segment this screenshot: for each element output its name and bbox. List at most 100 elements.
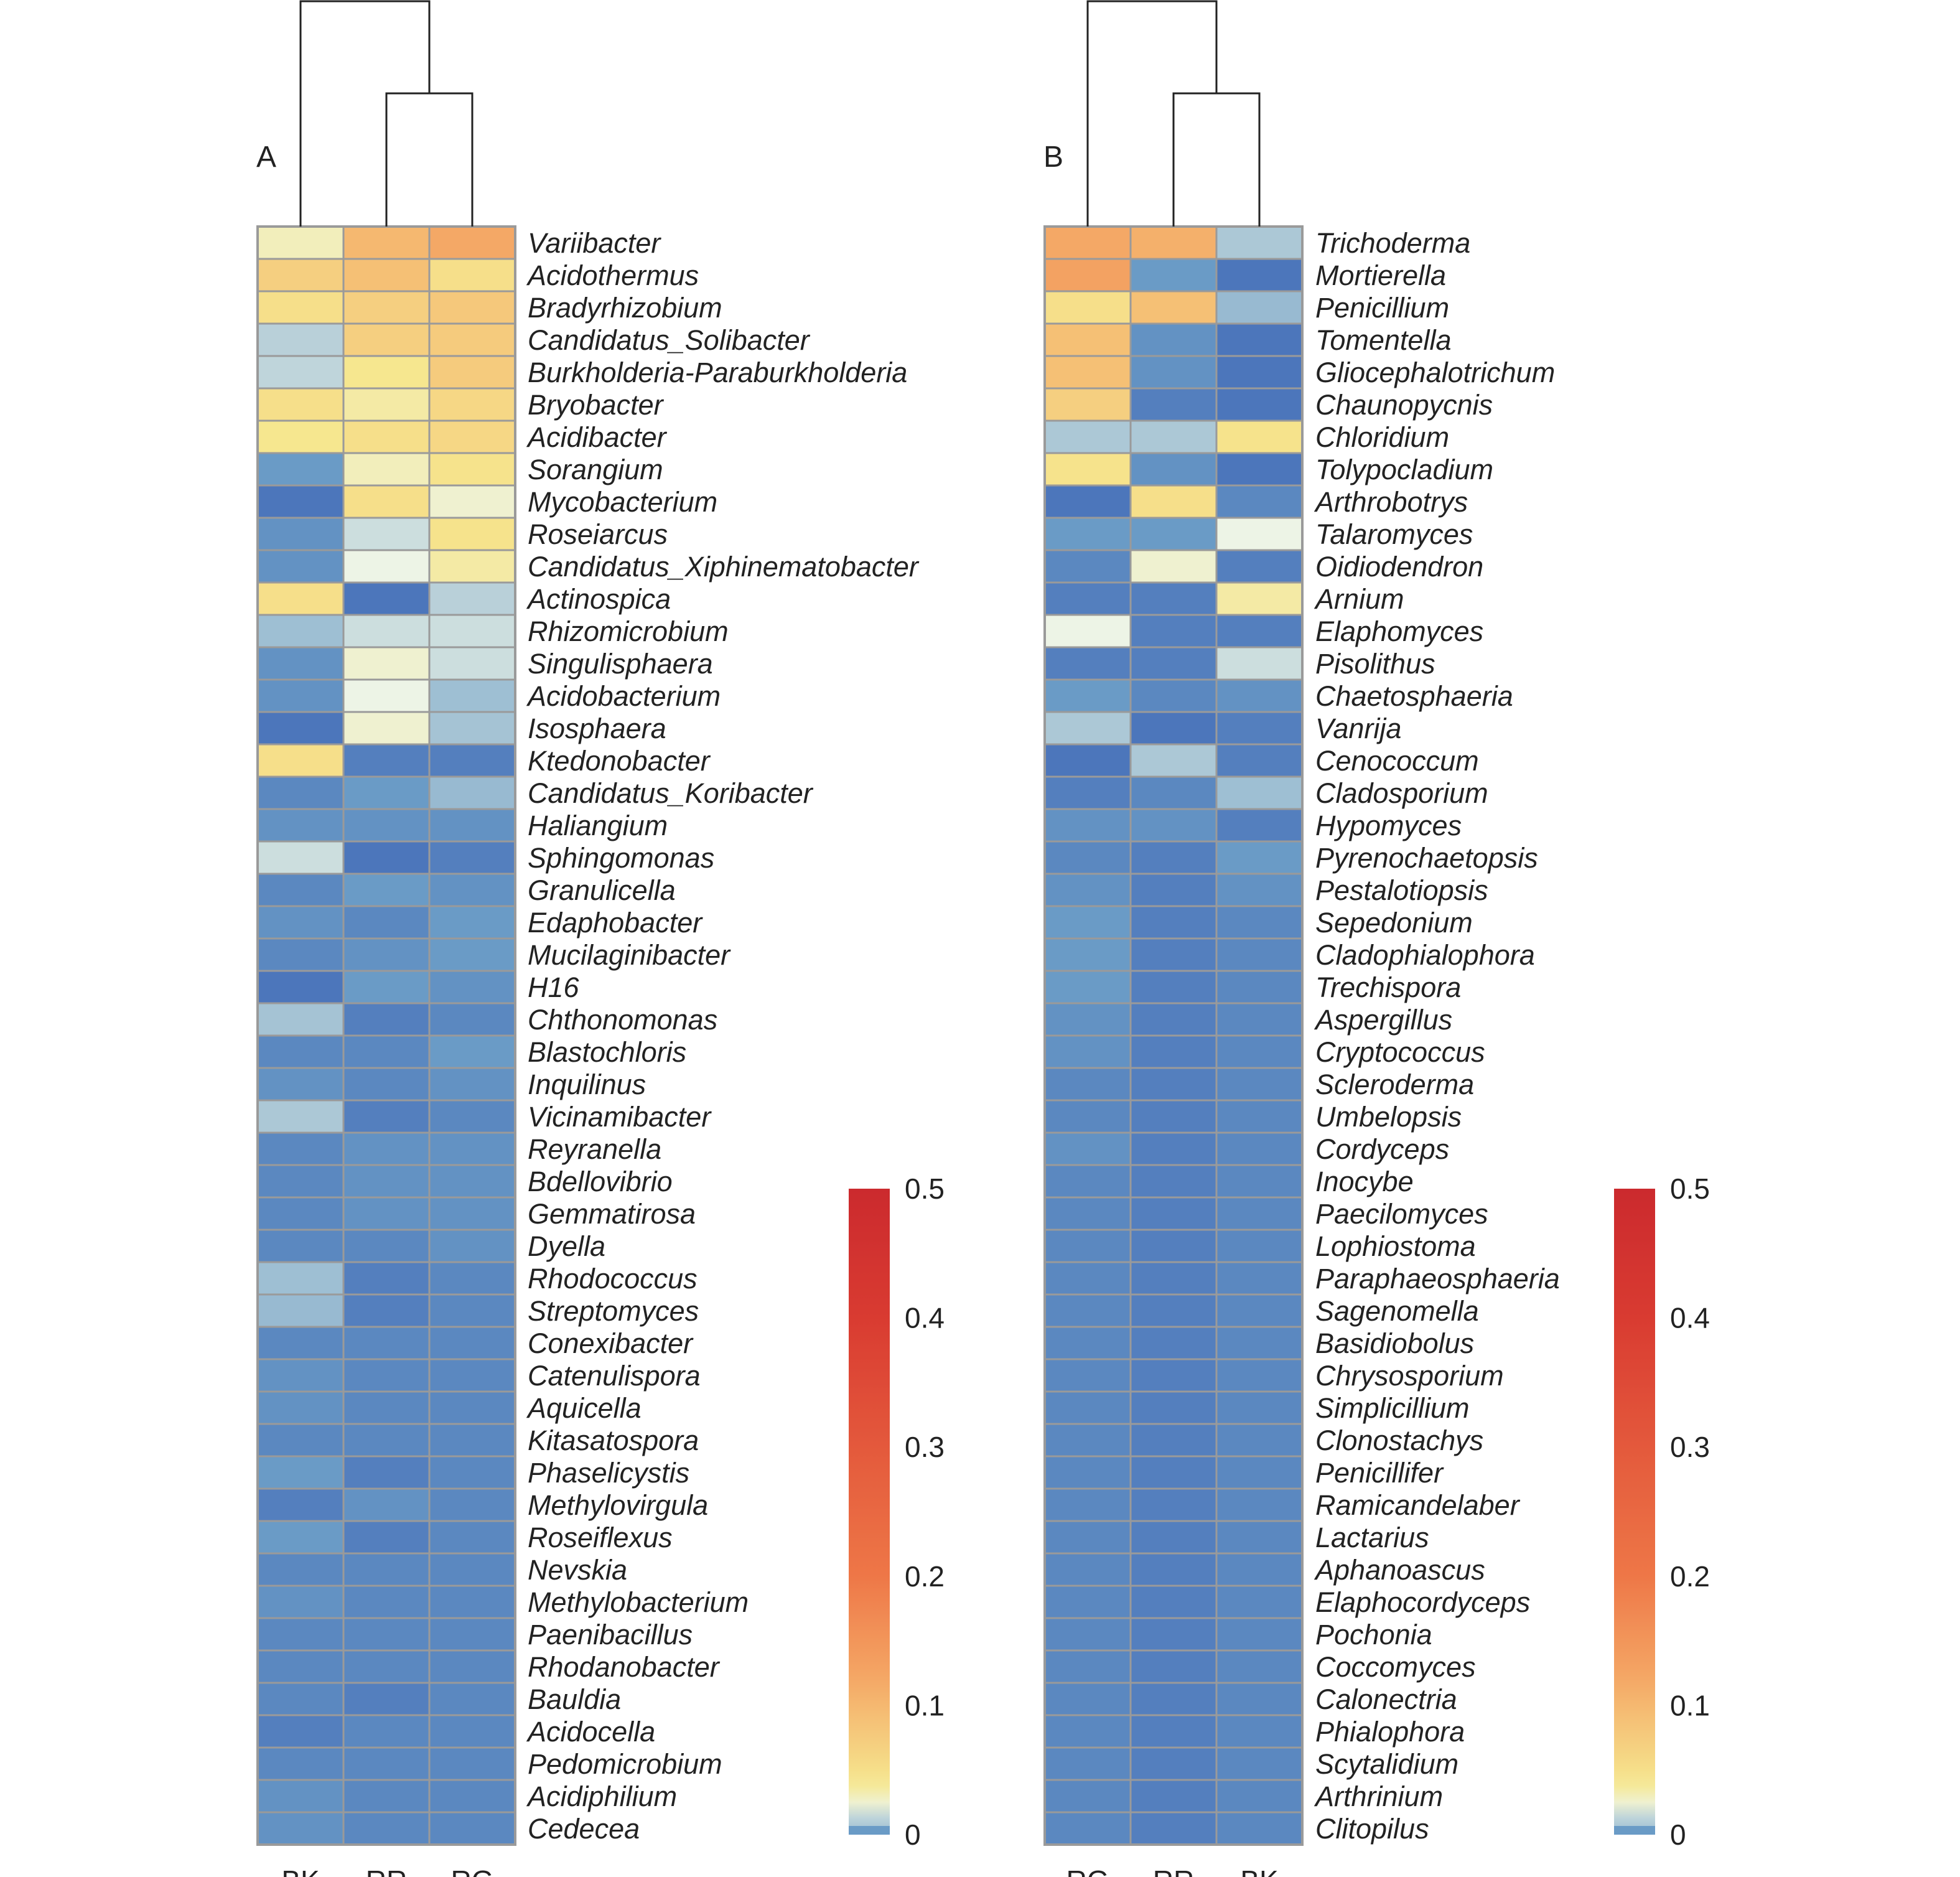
- heatmap-cell: [342, 1746, 431, 1781]
- heatmap-cell: [1129, 743, 1218, 778]
- row-label: Elaphomyces: [1315, 616, 1483, 647]
- row-label: Bdellovibrio: [528, 1166, 673, 1197]
- heatmap-cell: [1215, 290, 1304, 325]
- heatmap-cell: [256, 1358, 345, 1393]
- heatmap-cell: [256, 840, 345, 875]
- heatmap-cell: [1043, 355, 1132, 390]
- heatmap-cell: [342, 905, 431, 940]
- heatmap-cell: [1215, 1034, 1304, 1069]
- heatmap-cell: [1129, 1649, 1218, 1684]
- dendrogram-branch: [1172, 92, 1261, 227]
- heatmap-cell: [342, 1002, 431, 1037]
- heatmap-cell: [1043, 711, 1132, 746]
- heatmap-cell: [428, 1584, 516, 1619]
- heatmap-cell: [428, 743, 516, 778]
- row-label: Vicinamibacter: [528, 1101, 712, 1133]
- row-label: Candidatus_Koribacter: [528, 777, 814, 809]
- heatmap-cell: [256, 1196, 345, 1231]
- heatmap-cell: [256, 517, 345, 551]
- heatmap-cell: [428, 1487, 516, 1522]
- heatmap-cell: [1215, 1682, 1304, 1716]
- heatmap-cell: [1129, 1390, 1218, 1425]
- row-label: Gliocephalotrichum: [1315, 357, 1555, 388]
- row-label: Clitopilus: [1315, 1813, 1429, 1845]
- heatmap-cell: [342, 1293, 431, 1328]
- heatmap-cell: [256, 419, 345, 454]
- heatmap-cell: [428, 387, 516, 422]
- heatmap-cell: [342, 775, 431, 810]
- heatmap-cell: [1043, 614, 1132, 648]
- heatmap-cell: [342, 517, 431, 551]
- row-label: Haliangium: [528, 810, 668, 841]
- heatmap-cell: [256, 1714, 345, 1749]
- heatmap-cell: [428, 711, 516, 746]
- heatmap-cell: [1129, 1584, 1218, 1619]
- row-label: Pedomicrobium: [528, 1748, 722, 1780]
- heatmap-cell: [1129, 1520, 1218, 1555]
- heatmap-cell: [256, 873, 345, 907]
- heatmap-cell: [342, 1649, 431, 1684]
- row-label: Phialophora: [1315, 1716, 1465, 1748]
- row-label: Methylovirgula: [528, 1489, 708, 1521]
- row-label: Calonectria: [1315, 1683, 1457, 1715]
- heatmap-cell: [1129, 1811, 1218, 1846]
- heatmap-cell: [256, 1487, 345, 1522]
- heatmap-cell: [1043, 1326, 1132, 1360]
- row-label: Edaphobacter: [528, 907, 703, 938]
- heatmap-cell: [1043, 1293, 1132, 1328]
- color-scale-tick-label: 0.2: [1670, 1560, 1710, 1593]
- heatmap-cell: [342, 581, 431, 616]
- heatmap-cell: [428, 1358, 516, 1393]
- heatmap-cell: [428, 1131, 516, 1166]
- heatmap-cell: [1215, 387, 1304, 422]
- row-label: Roseiflexus: [528, 1522, 673, 1553]
- heatmap-cell: [428, 970, 516, 1004]
- row-label: Bauldia: [528, 1683, 621, 1715]
- heatmap-cell: [1215, 1584, 1304, 1619]
- heatmap-cell: [1215, 355, 1304, 390]
- heatmap-cell: [342, 873, 431, 907]
- heatmap-cell: [428, 258, 516, 293]
- heatmap-cell: [428, 1164, 516, 1199]
- heatmap-cell: [342, 743, 431, 778]
- row-label: Gemmatirosa: [528, 1198, 696, 1230]
- row-label: Acidocella: [526, 1716, 655, 1748]
- row-label: Singulisphaera: [528, 648, 713, 680]
- heatmap-cell: [1043, 290, 1132, 325]
- heatmap-cell: [1129, 549, 1218, 584]
- heatmap-cell: [1215, 1649, 1304, 1684]
- row-label: Rhodococcus: [528, 1263, 698, 1294]
- heatmap-cell: [1043, 970, 1132, 1004]
- heatmap-cell: [428, 1423, 516, 1458]
- heatmap-cell: [256, 775, 345, 810]
- heatmap-cell: [1129, 1196, 1218, 1231]
- row-label: Pisolithus: [1315, 648, 1435, 680]
- row-label: Bryobacter: [528, 389, 665, 421]
- row-label: Burkholderia-Paraburkholderia: [528, 357, 907, 388]
- heatmap-cell: [428, 1455, 516, 1490]
- heatmap-cell: [1043, 225, 1132, 260]
- row-label: Rhizomicrobium: [528, 616, 729, 647]
- heatmap-cell: [1129, 1326, 1218, 1360]
- heatmap-cell: [256, 1423, 345, 1458]
- heatmap-cell: [1043, 1779, 1132, 1814]
- heatmap-cell: [428, 775, 516, 810]
- heatmap-cell: [1129, 808, 1218, 843]
- heatmap-cell: [256, 1390, 345, 1425]
- heatmap-cell: [1215, 549, 1304, 584]
- heatmap-cell: [256, 1229, 345, 1263]
- heatmap-cell: [428, 1390, 516, 1425]
- heatmap-cell: [1129, 646, 1218, 681]
- row-label: Umbelopsis: [1315, 1101, 1462, 1133]
- row-label: Simplicillium: [1315, 1392, 1470, 1424]
- heatmap-cell: [428, 1261, 516, 1296]
- heatmap-cell: [1129, 1779, 1218, 1814]
- heatmap-cell: [1043, 937, 1132, 972]
- column-label: RG: [451, 1865, 494, 1877]
- heatmap-cell: [1215, 419, 1304, 454]
- column-label: RR: [366, 1865, 407, 1877]
- heatmap-cell: [428, 225, 516, 260]
- row-label: Blastochloris: [528, 1036, 686, 1068]
- heatmap-cell: [342, 1779, 431, 1814]
- heatmap-cell: [256, 1746, 345, 1781]
